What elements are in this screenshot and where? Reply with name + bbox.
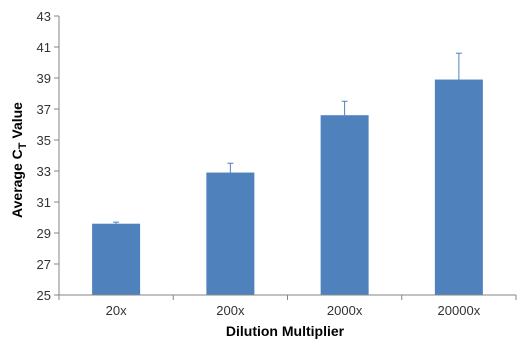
x-tick-label: 200x	[216, 303, 245, 318]
x-tick-label: 2000x	[327, 303, 363, 318]
y-tick-label: 27	[37, 257, 51, 272]
bar-2000x	[320, 115, 369, 295]
y-axis-title-main: Average C	[9, 149, 25, 218]
y-tick-label: 37	[37, 102, 51, 117]
y-tick-label: 25	[37, 288, 51, 303]
y-tick-label: 41	[37, 40, 51, 55]
bar-20x	[92, 223, 141, 295]
y-axis-title-suffix: Value	[9, 102, 25, 143]
bar-200x	[206, 172, 255, 295]
y-axis-title: Average CT Value	[9, 102, 29, 218]
y-tick-label: 35	[37, 133, 51, 148]
y-tick-label: 33	[37, 164, 51, 179]
y-tick-label: 31	[37, 195, 51, 210]
bars	[92, 79, 483, 295]
y-tick-label: 29	[37, 226, 51, 241]
y-axis-ticks: 25 27 29 31 33 35 37 39 41 43	[37, 9, 59, 303]
x-axis-title: Dilution Multiplier	[226, 323, 345, 339]
error-bars	[113, 52, 462, 224]
x-tick-label: 20x	[106, 303, 127, 318]
x-axis-ticks: 20x 200x 2000x 20000x	[58, 295, 517, 318]
bar-20000x	[434, 79, 483, 295]
y-tick-label: 43	[37, 9, 51, 24]
y-tick-label: 39	[37, 71, 51, 86]
x-tick-label: 20000x	[438, 303, 481, 318]
y-axis-title-subscript: T	[17, 142, 29, 149]
